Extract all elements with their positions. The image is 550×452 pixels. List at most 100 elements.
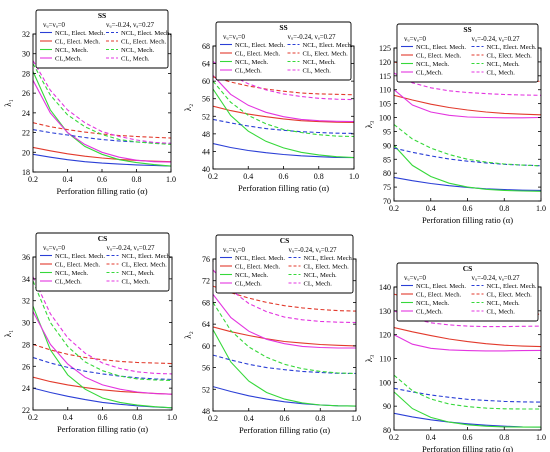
- legend-entry: NCL, Elect. Mech.: [416, 44, 466, 51]
- legend-entry: CL, Mech.: [487, 70, 516, 77]
- series-line-6: [213, 76, 354, 96]
- legend-entry: CL, Elect. Mech.: [416, 53, 462, 60]
- series-line-5: [213, 354, 356, 375]
- legend-entry: NCL, Mech.: [304, 272, 337, 279]
- legend-box: [396, 262, 539, 322]
- series-line-1: [213, 386, 356, 407]
- legend-entry: NCL, Elect. Mech.: [303, 42, 353, 49]
- y-tick-label: 36: [22, 253, 30, 262]
- legend-entry: CL, Elect. Mech.: [487, 53, 533, 60]
- y-axis-label: λ₁: [3, 330, 13, 338]
- y-tick-label: 52: [202, 112, 210, 121]
- series-line-8: [213, 269, 356, 324]
- series-line-2: [33, 376, 172, 395]
- chart-title: SS: [98, 11, 106, 20]
- series-line-4: [394, 89, 541, 119]
- y-tick-label: 60: [202, 342, 210, 351]
- y-tick-label: 32: [22, 30, 30, 39]
- legend-entry: NCL, Elect. Mech.: [121, 30, 171, 37]
- legend-box: [35, 9, 169, 69]
- legend-entry: CL, Mech.: [304, 281, 333, 288]
- x-tick-label: 0.4: [426, 204, 436, 213]
- legend-entry: NCL, Mech.: [416, 300, 449, 307]
- legend-box: [35, 232, 170, 292]
- chart-panel-5: 0.2 0.4 0.6 0.8 1.0 48 52 56 60 64 68 72 76 Perforati…: [183, 234, 361, 435]
- legend-header-right: vᵤ=-0.24, vₐ=0.27: [472, 36, 521, 43]
- legend-entry: NCL, Elect. Mech.: [304, 255, 354, 262]
- legend-entry: CL, Mech.: [303, 68, 332, 75]
- y-tick-label: 90: [383, 141, 391, 150]
- legend-entry: CL,Mech.: [416, 309, 443, 316]
- legend-entry: NCL, Mech.: [121, 47, 154, 54]
- y-tick-label: 100: [379, 378, 391, 387]
- chart-panel-4: 0.2 0.4 0.6 0.8 1.0 22 24 26 28 30 32 34 36 Perforati…: [3, 232, 177, 434]
- legend-entry: NCL, Elect. Mech.: [235, 255, 285, 262]
- chart-title: CS: [280, 236, 290, 245]
- y-tick-label: 100: [379, 114, 391, 123]
- legend-entry: NCL, Elect. Mech.: [487, 283, 537, 290]
- y-tick-label: 30: [22, 50, 30, 59]
- y-tick-label: 140: [379, 283, 391, 292]
- x-tick-label: 0.8: [132, 413, 142, 422]
- x-tick-label: 0.2: [28, 175, 38, 184]
- y-tick-label: 24: [22, 384, 30, 393]
- y-axis-label: λ₂: [183, 331, 193, 339]
- y-tick-label: 64: [202, 320, 210, 329]
- y-tick-label: 48: [202, 130, 210, 139]
- legend-entry: NCL, Mech.: [55, 47, 88, 54]
- x-tick-label: 0.6: [463, 204, 473, 213]
- series-line-6: [213, 285, 356, 312]
- y-tick-label: 110: [379, 86, 391, 95]
- legend-entry: NCL, Mech.: [487, 61, 520, 68]
- legend-header-right: vᵤ=-0.24, vₐ=0.27: [288, 34, 337, 41]
- x-tick-label: 0.4: [244, 414, 254, 423]
- y-tick-label: 75: [383, 183, 391, 192]
- chart-title: SS: [279, 23, 287, 32]
- y-tick-label: 56: [202, 95, 210, 104]
- series-line-2: [213, 105, 354, 123]
- legend-header-right: vᵤ=-0.24, vₐ=0.27: [472, 275, 521, 282]
- y-tick-label: 56: [202, 364, 210, 373]
- x-tick-label: 0.8: [499, 204, 509, 213]
- x-tick-label: 0.6: [463, 433, 473, 442]
- x-tick-label: 0.8: [499, 433, 509, 442]
- series-line-1: [394, 176, 541, 191]
- x-tick-label: 0.2: [208, 172, 218, 181]
- x-axis-label: Perforation filling ratio (α): [422, 444, 513, 452]
- x-tick-label: 0.8: [132, 175, 142, 184]
- chart-panel-3: 0.2 0.4 0.6 0.8 1.0 70 75 80 85 90 95 100 105 110 115 1…: [364, 23, 546, 225]
- y-tick-label: 120: [379, 331, 391, 340]
- y-tick-label: 18: [22, 168, 30, 177]
- y-tick-label: 48: [202, 407, 210, 416]
- series-line-4: [33, 311, 172, 395]
- x-tick-label: 1.0: [536, 204, 546, 213]
- y-tick-label: 22: [22, 406, 30, 415]
- y-tick-label: 28: [22, 69, 30, 78]
- series-lines: [33, 60, 171, 167]
- legend-header-right: vᵤ=-0.24, vₐ=0.27: [107, 245, 156, 252]
- legend-entry: NCL, Mech.: [303, 59, 336, 66]
- x-tick-label: 1.0: [166, 175, 176, 184]
- y-tick-label: 34: [22, 275, 30, 284]
- x-tick-label: 0.4: [426, 433, 436, 442]
- y-tick-label: 30: [22, 319, 30, 328]
- legend-entry: CL, Elect. Mech.: [121, 39, 167, 46]
- legend-entry: CL,Mech.: [416, 70, 443, 77]
- x-axis-label: Perforation filling ratio (α): [238, 183, 329, 193]
- x-tick-label: 0.2: [28, 413, 38, 422]
- y-tick-label: 40: [202, 165, 210, 174]
- legend-header-left: vᵤ=vₐ=0: [43, 22, 66, 29]
- y-tick-label: 115: [379, 72, 391, 81]
- series-line-8: [33, 60, 171, 144]
- legend-entry: CL, Mech.: [487, 309, 516, 316]
- x-tick-label: 0.6: [279, 172, 289, 181]
- legend-entry: CL, Elect. Mech.: [487, 292, 533, 299]
- series-line-5: [394, 387, 541, 403]
- legend-entry: CL, Elect. Mech.: [303, 51, 349, 58]
- y-axis-label: λ₃: [364, 121, 374, 129]
- legend-header-left: vᵤ=vₐ=0: [404, 36, 427, 43]
